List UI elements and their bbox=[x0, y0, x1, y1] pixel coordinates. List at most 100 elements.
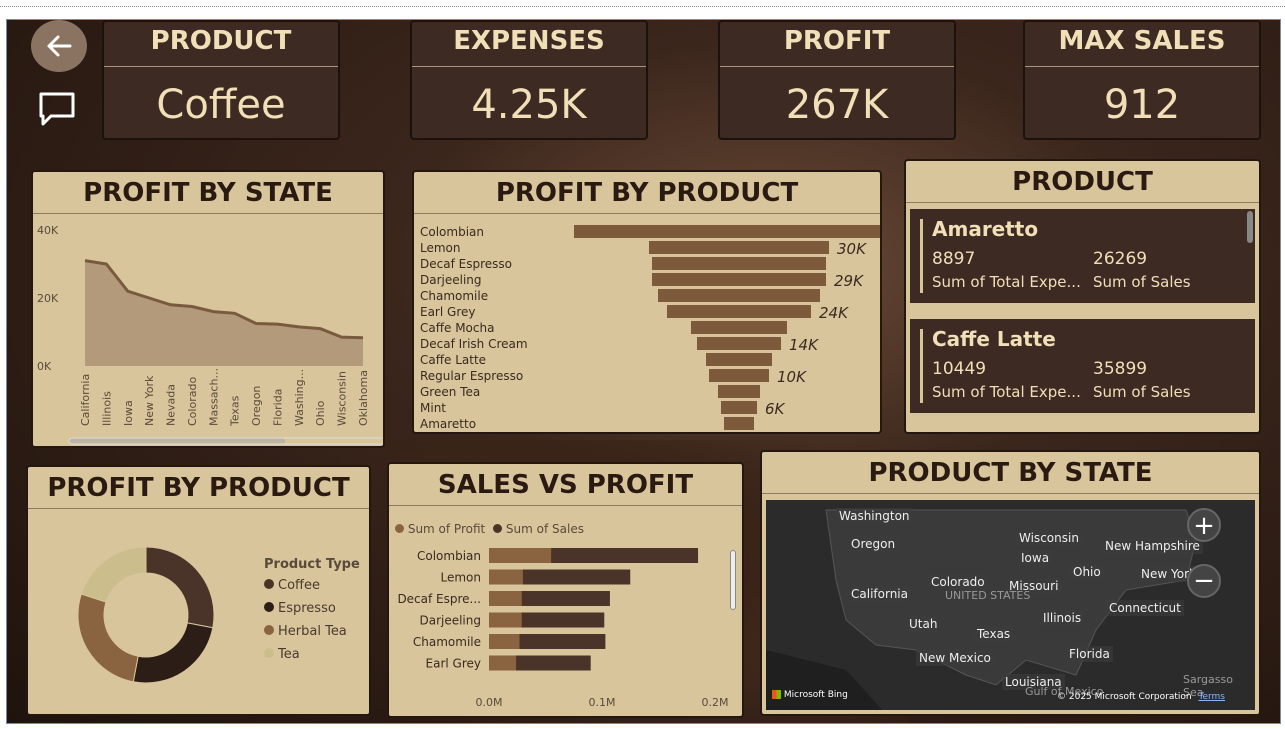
y-tick-label: 40K bbox=[37, 224, 59, 237]
map-state-label: Oregon bbox=[848, 536, 899, 552]
sales-vs-profit-chart[interactable]: Colombian Lemon Decaf Espre... Darjeeling Ch… bbox=[389, 540, 744, 718]
map-state-label: UNITED STATES bbox=[945, 589, 1031, 602]
funnel-bar bbox=[667, 305, 811, 318]
profit-by-product-funnel-panel[interactable]: PROFIT BY PRODUCT Colombian Lemon Decaf Es… bbox=[412, 170, 882, 434]
product-card[interactable]: Caffe Latte 10449 35899 Sum of Total Exp… bbox=[910, 319, 1255, 413]
area-line bbox=[84, 259, 364, 340]
map-state-label: New York bbox=[1138, 566, 1199, 582]
legend-item[interactable]: Coffee bbox=[264, 578, 360, 593]
x-tick-label: 0.2M bbox=[702, 696, 729, 709]
funnel-bar bbox=[574, 225, 880, 238]
legend-item[interactable]: Sum of Profit bbox=[407, 522, 486, 536]
category-label: Colombian bbox=[420, 225, 484, 239]
legend-item[interactable]: Sum of Sales bbox=[505, 522, 584, 536]
back-button[interactable] bbox=[31, 20, 87, 72]
x-tick-label: Washing... bbox=[293, 369, 306, 426]
legend-item[interactable]: Tea bbox=[264, 647, 360, 662]
profit-by-product-funnel-chart[interactable]: Colombian Lemon Decaf Espresso Darjeeling Ch… bbox=[414, 216, 882, 434]
kpi-max-sales: MAX SALES 912 bbox=[1023, 20, 1261, 140]
kpi-label: PRODUCT bbox=[150, 26, 292, 56]
x-tick-label: 0.0M bbox=[476, 696, 503, 709]
expenses-label: Sum of Total Expe... bbox=[932, 273, 1081, 291]
map-copyright: © 2025 Microsoft Corporation Terms bbox=[1057, 692, 1225, 702]
legend-item[interactable]: Herbal Tea bbox=[264, 624, 360, 639]
x-tick-label: Ohio bbox=[314, 400, 327, 426]
panel-title: PROFIT BY STATE bbox=[33, 172, 383, 214]
funnel-bar bbox=[652, 273, 826, 286]
donut-slice bbox=[145, 546, 215, 629]
category-label: Lemon bbox=[441, 571, 482, 585]
product-list-panel[interactable]: PRODUCT Amaretto 8897 26269 Sum of Total… bbox=[904, 159, 1261, 434]
legend-title: Product Type bbox=[264, 557, 360, 572]
category-label: Caffe Mocha bbox=[420, 321, 494, 335]
data-label: 24K bbox=[819, 304, 849, 322]
zoom-out-button[interactable]: − bbox=[1187, 564, 1221, 598]
kpi-product: PRODUCT Coffee bbox=[102, 20, 340, 140]
x-tick-label: Iowa bbox=[122, 400, 135, 426]
chart-scrollbar[interactable] bbox=[730, 550, 736, 610]
profit-bar bbox=[489, 548, 552, 563]
product-name: Amaretto bbox=[932, 217, 1039, 241]
funnel-bar bbox=[706, 353, 772, 366]
kpi-value: 4.25K bbox=[471, 82, 587, 128]
panel-title: SALES VS PROFIT bbox=[389, 464, 742, 506]
map-state-label: Iowa bbox=[1018, 550, 1053, 566]
profit-bar bbox=[489, 655, 517, 671]
profit-by-product-donut-chart[interactable] bbox=[28, 511, 248, 716]
x-tick-label: Massach... bbox=[207, 368, 220, 426]
y-tick-label: 20K bbox=[37, 292, 59, 305]
legend-item[interactable]: Espresso bbox=[264, 601, 360, 616]
sales-vs-profit-panel[interactable]: SALES VS PROFIT Sum of Profit Sum of Sal… bbox=[387, 462, 744, 718]
donut-legend: Product Type Coffee Espresso Herbal Tea … bbox=[264, 557, 360, 662]
profit-bar bbox=[489, 612, 522, 628]
kpi-value: 912 bbox=[1103, 82, 1181, 128]
map-state-label: Washington bbox=[836, 508, 913, 524]
kpi-value: Coffee bbox=[156, 82, 286, 128]
kpi-label: PROFIT bbox=[783, 26, 891, 56]
map-state-label: Missouri bbox=[1006, 578, 1062, 594]
funnel-bar bbox=[658, 289, 820, 302]
x-tick-label: California bbox=[79, 374, 92, 426]
panel-title: PROFIT BY PRODUCT bbox=[28, 467, 369, 509]
x-tick-label: Oregon bbox=[250, 386, 263, 426]
x-tick-label: Texas bbox=[229, 395, 242, 427]
profit-by-state-chart[interactable]: 40K 20K 0K California Illinois Iowa New York Ne… bbox=[33, 216, 385, 448]
scroll-track bbox=[68, 437, 383, 445]
kpi-expenses: EXPENSES 4.25K bbox=[410, 20, 648, 140]
category-label: Caffe Latte bbox=[420, 353, 486, 367]
category-label: Colombian bbox=[417, 549, 481, 563]
sales-value: 35899 bbox=[1093, 359, 1148, 379]
funnel-bar bbox=[649, 241, 829, 254]
terms-link[interactable]: Terms bbox=[1198, 692, 1225, 702]
profit-by-state-panel[interactable]: PROFIT BY STATE 40K 20K 0K California Illino… bbox=[31, 170, 385, 448]
sales-vs-profit-legend: Sum of Profit Sum of Sales bbox=[395, 522, 584, 536]
list-scrollbar[interactable] bbox=[1247, 211, 1253, 243]
kpi-label: MAX SALES bbox=[1058, 26, 1226, 56]
data-label: 6K bbox=[765, 400, 786, 418]
map-canvas[interactable]: Washington Oregon California Utah Colorado Te… bbox=[766, 500, 1255, 710]
category-label: Darjeeling bbox=[419, 614, 481, 628]
profit-by-product-donut-panel[interactable]: PROFIT BY PRODUCT Product Type Coffee Es… bbox=[26, 465, 371, 716]
map-state-label: Connecticut bbox=[1106, 600, 1184, 616]
x-tick-label: Colorado bbox=[186, 377, 199, 426]
dashboard-canvas: PRODUCT Coffee EXPENSES 4.25K PROFIT 267… bbox=[6, 19, 1281, 724]
profit-bar bbox=[489, 634, 520, 649]
x-tick-label: Oklahoma bbox=[357, 370, 370, 426]
zoom-in-button[interactable]: + bbox=[1187, 508, 1221, 542]
product-card[interactable]: Amaretto 8897 26269 Sum of Total Expe...… bbox=[910, 209, 1255, 303]
expenses-label: Sum of Total Expe... bbox=[932, 383, 1081, 401]
map-state-label: California bbox=[848, 586, 911, 602]
funnel-bar bbox=[709, 369, 769, 382]
sales-value: 26269 bbox=[1093, 249, 1148, 269]
expenses-value: 8897 bbox=[932, 249, 976, 269]
data-label: 29K bbox=[834, 272, 864, 290]
product-by-state-panel[interactable]: PRODUCT BY STATE Washington Oregon Califor… bbox=[760, 450, 1261, 716]
map-state-label: New Hampshire bbox=[1102, 538, 1203, 554]
data-label: 30K bbox=[837, 240, 867, 258]
category-label: Green Tea bbox=[420, 385, 480, 399]
donut-slice bbox=[80, 546, 147, 603]
bing-logo: Microsoft Bing bbox=[772, 690, 848, 700]
category-label: Earl Grey bbox=[420, 305, 475, 319]
funnel-bar bbox=[691, 321, 787, 334]
comment-button[interactable] bbox=[37, 90, 77, 130]
